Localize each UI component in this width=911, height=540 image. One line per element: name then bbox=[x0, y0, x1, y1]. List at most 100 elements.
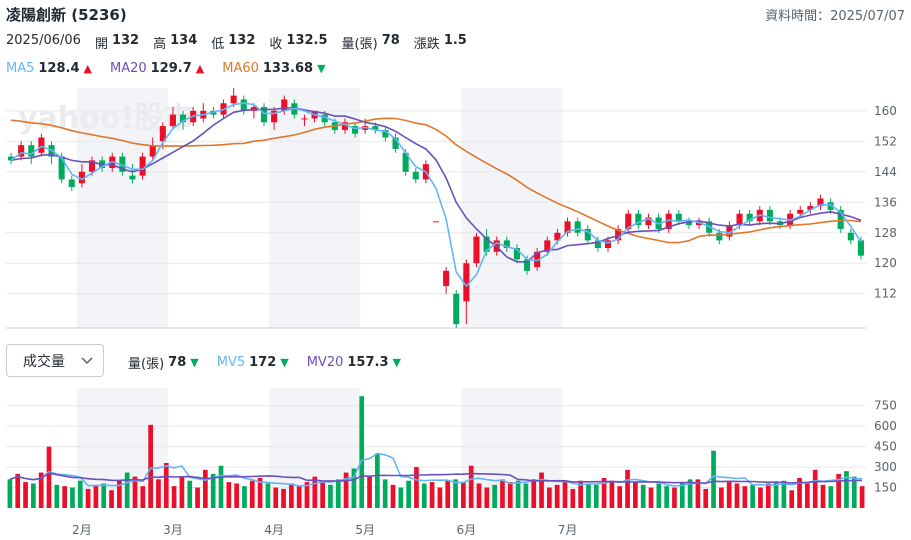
volume-bar bbox=[719, 487, 724, 508]
candle-body bbox=[68, 179, 75, 188]
ma60-legend[interactable]: MA60 133.68 ▼ bbox=[222, 61, 325, 76]
volume-bar bbox=[500, 479, 505, 508]
volume-bar bbox=[586, 483, 591, 508]
volume-tick-label: 150 bbox=[874, 481, 897, 495]
volume-bar bbox=[468, 465, 474, 508]
vol-label: 量(張) bbox=[128, 357, 165, 372]
low-value: 132 bbox=[228, 33, 256, 48]
candle-body bbox=[716, 232, 723, 241]
volume-bar bbox=[726, 482, 732, 508]
volume-bar bbox=[54, 484, 60, 508]
volume-bar bbox=[414, 467, 419, 508]
candle-body bbox=[503, 240, 510, 248]
candle-body bbox=[139, 156, 146, 176]
candlestick-chart[interactable]: 112 120 128 136 144 152 160 yahoo!股市 bbox=[0, 88, 911, 330]
candle-body bbox=[432, 221, 440, 223]
ma20-label: MA20 bbox=[109, 61, 147, 76]
ohlc-info: 2025/06/06 開 132 高 134 低 132 收 132.5 量(張) 78 … bbox=[6, 33, 481, 52]
volume-bar bbox=[617, 486, 623, 508]
vol-legend[interactable]: 量(張) 78 ▼ bbox=[128, 353, 199, 372]
candle-body bbox=[534, 251, 541, 268]
volume-bar bbox=[195, 487, 200, 508]
volume-bar bbox=[179, 476, 185, 508]
mv5-legend[interactable]: MV5 172 ▼ bbox=[217, 353, 289, 372]
mv20-value: 157.3 bbox=[347, 355, 389, 370]
down-arrow-icon: ▼ bbox=[190, 356, 199, 369]
volume-bar bbox=[437, 487, 443, 508]
volume-bar bbox=[101, 483, 107, 508]
volume-bar bbox=[70, 487, 75, 508]
candle-body bbox=[260, 107, 268, 123]
mv5-value: 172 bbox=[249, 355, 277, 370]
volume-bar bbox=[679, 482, 685, 508]
volume-bar bbox=[562, 482, 568, 508]
month-tick-label: 3月 bbox=[163, 523, 183, 537]
open-value: 132 bbox=[111, 33, 140, 48]
mv20-line bbox=[9, 472, 863, 484]
volume-bar bbox=[304, 482, 310, 508]
volume-bar bbox=[398, 487, 404, 508]
volume-bar bbox=[453, 479, 458, 508]
volume-bar bbox=[38, 472, 44, 508]
volume-bar bbox=[461, 482, 466, 508]
volume-chart[interactable]: 150 300 450 600 750 bbox=[0, 388, 911, 510]
volume-bar bbox=[570, 488, 576, 508]
volume-bar bbox=[625, 469, 630, 508]
candle-body bbox=[837, 209, 844, 229]
volume-bar bbox=[703, 488, 709, 508]
candle-body bbox=[341, 122, 348, 130]
volume-bar bbox=[765, 483, 771, 508]
yahoo-watermark: yahoo!股市 bbox=[18, 101, 194, 136]
candle-body bbox=[230, 95, 237, 104]
volume-bar bbox=[257, 478, 263, 508]
candle-body bbox=[524, 259, 531, 271]
volume-bar bbox=[289, 483, 294, 508]
candle-body bbox=[18, 145, 25, 157]
volume-tick-label: 300 bbox=[874, 460, 897, 474]
volume-bar bbox=[523, 483, 529, 508]
volume-bar bbox=[539, 472, 544, 508]
month-tick-label: 2月 bbox=[72, 523, 92, 537]
volume-bar bbox=[687, 479, 693, 508]
volume-bar bbox=[367, 476, 372, 508]
volume-bar bbox=[7, 479, 13, 508]
volume-bar bbox=[695, 479, 701, 508]
volume-tick-label: 450 bbox=[874, 440, 897, 454]
volume-bar bbox=[335, 479, 341, 508]
change-label: 漲跌 bbox=[413, 37, 440, 52]
close-value: 132.5 bbox=[286, 33, 328, 48]
indicator-select[interactable]: 成交量 bbox=[6, 344, 104, 377]
candle-body bbox=[301, 118, 308, 120]
low-label: 低 bbox=[211, 37, 225, 52]
volume-bar bbox=[85, 488, 91, 508]
volume-bar bbox=[828, 486, 834, 508]
volume-bar bbox=[507, 482, 513, 508]
volume-bar bbox=[320, 480, 325, 508]
mv20-legend[interactable]: MV20 157.3 ▼ bbox=[307, 353, 401, 372]
volume-bar bbox=[859, 486, 865, 508]
candle-body bbox=[159, 126, 166, 142]
month-tick-label: 6月 bbox=[456, 523, 477, 537]
ma60-line bbox=[11, 117, 861, 244]
volume-bar bbox=[281, 488, 286, 508]
price-tick-label: 144 bbox=[874, 165, 897, 179]
volume-bar bbox=[156, 479, 161, 508]
up-arrow-icon: ▲ bbox=[83, 62, 92, 75]
volume-bar bbox=[132, 476, 138, 508]
candle-body bbox=[746, 213, 753, 222]
volume-bar bbox=[117, 480, 122, 508]
data-timestamp: 資料時間：2025/07/07 bbox=[765, 9, 905, 24]
volume-bar bbox=[640, 484, 646, 508]
candle-body bbox=[766, 209, 773, 222]
x-axis-labels: 2月 3月 4月 5月 6月 7月 bbox=[0, 521, 911, 539]
volume-bar bbox=[656, 483, 662, 508]
candle-body bbox=[807, 206, 814, 210]
volume-bar bbox=[797, 478, 802, 508]
ma5-legend[interactable]: MA5 128.4 ▲ bbox=[6, 61, 92, 76]
volume-legend: 量(張) 78 ▼ MV5 172 ▼ MV20 157.3 ▼ bbox=[128, 353, 419, 372]
volume-bar bbox=[15, 473, 21, 508]
volume-bar bbox=[476, 483, 482, 508]
ma20-legend[interactable]: MA20 129.7 ▲ bbox=[110, 61, 204, 76]
candle-body bbox=[180, 114, 187, 123]
volume-bar bbox=[273, 487, 279, 508]
